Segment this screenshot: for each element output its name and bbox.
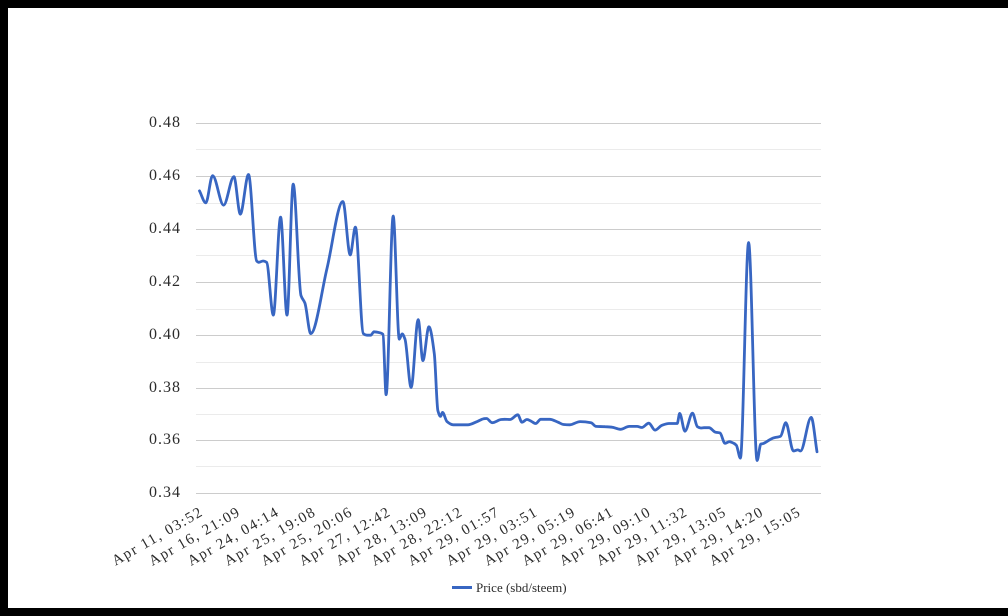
svg-text:0.44: 0.44 (149, 220, 181, 237)
svg-text:0.36: 0.36 (149, 431, 181, 448)
svg-text:0.48: 0.48 (149, 114, 181, 131)
svg-text:0.42: 0.42 (149, 273, 181, 290)
svg-text:0.38: 0.38 (149, 379, 181, 396)
svg-text:0.46: 0.46 (149, 167, 181, 184)
svg-text:Price (sbd/steem): Price (sbd/steem) (476, 580, 567, 595)
svg-text:0.34: 0.34 (149, 484, 181, 501)
svg-text:0.40: 0.40 (149, 326, 181, 343)
